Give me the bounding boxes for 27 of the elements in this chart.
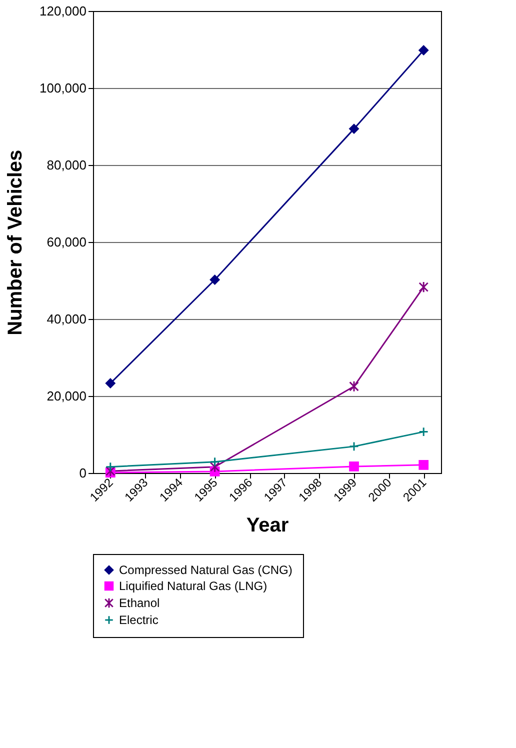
point [105,462,116,472]
point [210,461,220,473]
point [418,281,429,293]
legend-label: Ethanol [119,596,160,610]
y-axis-title: Number of Vehicles [4,150,27,336]
point [418,426,429,437]
point [105,465,116,477]
legend-label: Electric [119,613,158,627]
y-tick-label: 80,000 [46,158,86,172]
legend-label: Liquified Natural Gas (LNG) [119,579,268,593]
point [349,380,359,392]
point [349,124,359,134]
y-tick-label: 40,000 [46,312,86,326]
point [418,460,429,470]
y-tick-label: 120,000 [40,4,86,18]
x-axis-title: Year [246,514,289,537]
point [210,456,220,467]
legend-label: Compressed Natural Gas (CNG) [119,563,292,577]
point [105,378,116,388]
point [418,45,429,56]
y-tick-label: 100,000 [40,80,86,96]
y-tick-label: 0 [79,466,86,480]
point [349,442,359,452]
y-tick-label: 20,000 [46,388,86,404]
point [349,462,359,472]
y-tick-label: 60,000 [46,234,86,250]
point [210,274,220,285]
